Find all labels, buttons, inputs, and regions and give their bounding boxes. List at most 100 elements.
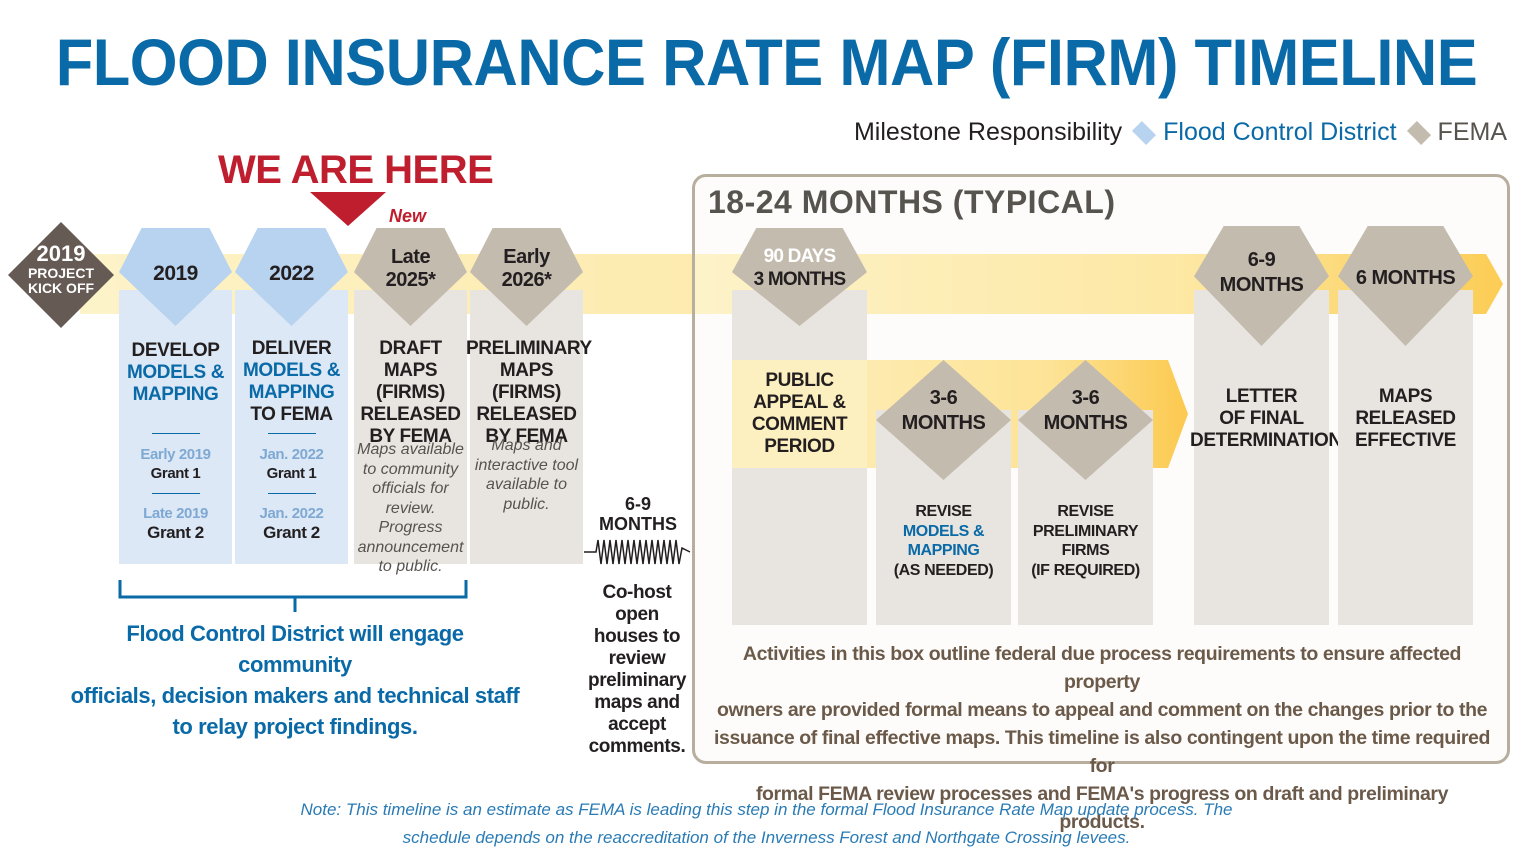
m3-note: to public.: [378, 558, 443, 575]
revise2-line: PRELIMINARY: [1032, 522, 1139, 540]
m2-blue-line: MAPPING: [248, 382, 335, 403]
divider: [268, 433, 316, 434]
m2-sub1: Jan. 2022 Grant 1: [235, 445, 348, 483]
m3-line: DRAFT: [379, 338, 442, 359]
revise2-line: REVISE: [1057, 503, 1114, 520]
m1-sub1: Early 2019 Grant 1: [119, 445, 232, 483]
milestone-2026-note: Maps and interactive tool available to p…: [470, 436, 583, 514]
appeal-duration: 90 DAYS 3 MONTHS: [732, 245, 867, 291]
m1-blue-line: MAPPING: [132, 384, 219, 405]
divider: [268, 493, 316, 494]
milestone-2026-panel: [470, 290, 583, 564]
lfd-duration: 6-9 MONTHS: [1194, 248, 1329, 298]
m4-note: Maps and: [491, 437, 562, 454]
activities-line: formal FEMA review processes and FEMA's …: [755, 783, 1449, 833]
footnote: Note: This timeline is an estimate as FE…: [0, 796, 1533, 852]
revise2-line: (IF REQUIRED): [1031, 561, 1140, 579]
activities-line: owners are provided formal means to appe…: [716, 699, 1488, 721]
we-are-here-label: WE ARE HERE: [218, 148, 494, 192]
m2-sub1-date: Jan. 2022: [259, 446, 324, 463]
m4-line: BY FEMA: [485, 426, 568, 447]
revise1-duration: 3-6 MONTHS: [876, 386, 1011, 436]
revise1-d2: MONTHS: [901, 412, 986, 434]
m4-note: public.: [503, 495, 550, 513]
m1-sub2-grant: Grant 2: [147, 523, 204, 542]
cohost-line: comments.: [588, 736, 686, 757]
page-title: FLOOD INSURANCE RATE MAP (FIRM) TIMELINE: [55, 25, 1478, 99]
kickoff-label1: PROJECT: [27, 265, 95, 281]
milestone-2022-date: 2022: [269, 262, 314, 285]
cohost-line: accept: [608, 714, 666, 735]
footnote-line: Note: This timeline is an estimate as FE…: [300, 800, 1233, 819]
m4-date1: Early: [503, 246, 550, 268]
appeal-line: PERIOD: [764, 436, 835, 457]
revise2-d2: MONTHS: [1043, 412, 1128, 434]
effective-line: MAPS: [1378, 386, 1433, 407]
effective-line: RELEASED: [1355, 408, 1456, 429]
kickoff-label2: KICK OFF: [27, 280, 95, 296]
activities-line: issuance of final effective maps. This t…: [714, 727, 1490, 777]
new-tag: New: [389, 206, 427, 226]
divider: [152, 433, 200, 434]
revise1-text: REVISE MODELS & MAPPING (AS NEEDED): [876, 502, 1011, 580]
engage-line: officials, decision makers and technical…: [70, 683, 520, 708]
m3-note: officials for: [372, 480, 449, 497]
revise1-d1: 3-6: [929, 387, 958, 409]
cohost-line: maps and: [594, 692, 680, 713]
milestone-2019-date: 2019: [153, 262, 198, 285]
engage-text: Flood Control District will engage commu…: [70, 618, 520, 742]
lfd-text: LETTER OF FINAL DETERMINATION: [1190, 386, 1342, 452]
appeal-text: PUBLIC APPEAL & COMMENT PERIOD: [732, 370, 867, 458]
m4-line: RELEASED: [476, 404, 577, 425]
m1-line: DEVELOP: [131, 340, 220, 361]
milestone-2022-text: DELIVER MODELS & MAPPING TO FEMA: [235, 338, 348, 426]
lfd-line: OF FINAL: [1219, 408, 1304, 429]
revise1-line: REVISE: [915, 503, 972, 520]
m2-sub1-grant: Grant 1: [266, 465, 317, 482]
activities-line: Activities in this box outline federal d…: [742, 643, 1462, 693]
appeal-line: COMMENT: [751, 414, 848, 435]
kickoff-year: 2019: [36, 241, 86, 266]
appeal-highlight: [732, 360, 867, 468]
gap-zigzag-icon: [584, 539, 691, 565]
m1-sub2: Late 2019 Grant 2: [119, 504, 232, 542]
m2-sub2: Jan. 2022 Grant 2: [235, 504, 348, 542]
milestone-2026-text: PRELIMINARY MAPS (FIRMS) RELEASED BY FEM…: [466, 338, 592, 448]
lfd-d1: 6-9: [1247, 249, 1276, 271]
m1-blue-line: MODELS &: [126, 362, 225, 383]
lfd-d2: MONTHS: [1219, 274, 1304, 296]
fema-box-title: 18-24 MONTHS (TYPICAL): [708, 184, 1116, 220]
m4-line: PRELIMINARY: [466, 338, 592, 359]
lfd-line: LETTER: [1225, 386, 1298, 407]
milestone-2025-note: Maps available to community officials fo…: [354, 440, 467, 577]
m2-sub2-date: Jan. 2022: [259, 505, 324, 522]
appeal-d1: 90 DAYS: [763, 246, 837, 267]
engage-line: to relay project findings.: [172, 714, 418, 739]
gap-duration1: 6-9: [624, 494, 651, 514]
m4-note: available to: [486, 476, 567, 493]
cohost-line: Co-host: [602, 582, 672, 603]
milestone-2025-text: DRAFT MAPS (FIRMS) RELEASED BY FEMA: [350, 338, 471, 448]
m3-date1: Late: [390, 246, 431, 268]
gap-duration: 6-9 MONTHS: [588, 494, 688, 534]
m3-note: Maps available: [357, 441, 464, 458]
m4-date2: 2026*: [501, 269, 552, 291]
m2-tail: TO FEMA: [250, 404, 333, 425]
divider: [152, 493, 200, 494]
effective-text: MAPS RELEASED EFFECTIVE: [1338, 386, 1473, 452]
footnote-line: schedule depends on the reaccreditation …: [402, 828, 1131, 847]
m3-note: announcement: [357, 538, 464, 556]
cohost-line: preliminary: [587, 670, 687, 691]
milestone-2026-date: Early 2026*: [470, 246, 583, 292]
m1-sub2-date: Late 2019: [143, 505, 208, 522]
milestone-2025-panel: [354, 290, 467, 564]
appeal-d2: 3 MONTHS: [753, 269, 847, 290]
milestone-2019-panel: [119, 290, 232, 564]
appeal-line: APPEAL &: [753, 392, 846, 413]
cohost-line: houses to: [593, 626, 681, 647]
activities-text: Activities in this box outline federal d…: [712, 640, 1492, 836]
revise1-blue: MODELS &: [902, 522, 985, 540]
milestone-2019-text: DEVELOP MODELS & MAPPING: [119, 340, 232, 406]
m3-note: to community: [362, 460, 459, 478]
m4-note: interactive tool: [474, 456, 579, 474]
